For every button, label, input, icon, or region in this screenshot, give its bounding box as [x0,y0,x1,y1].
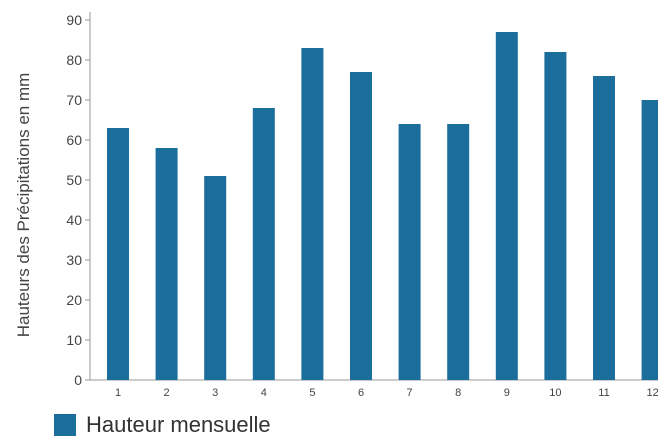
x-tick-label: 2 [164,387,170,399]
x-tick-label: 8 [455,387,461,399]
y-axis-label: Hauteurs des Précipitations en mm [14,73,33,338]
bar-8 [447,124,470,380]
bar-9 [495,32,518,380]
bar-12 [641,100,658,380]
legend-swatch [54,414,76,436]
bar-2 [155,148,178,380]
bar-7 [398,124,421,380]
x-axis: 1 2 3 4 5 6 7 8 9 10 11 12 [90,379,658,399]
x-tick-label: 12 [646,387,658,399]
x-tick-label: 6 [358,387,364,399]
y-tick-label: 50 [66,172,82,188]
bar-4 [252,108,275,380]
y-tick-label: 40 [66,212,82,228]
x-tick-label: 4 [261,387,267,399]
legend: Hauteur mensuelle [54,412,271,438]
y-tick-label: 90 [66,12,82,28]
x-tick-label: 11 [598,387,609,399]
y-tick-label: 80 [66,52,82,68]
y-tick-label: 20 [66,292,82,308]
bar-6 [350,72,372,380]
x-tick-label: 1 [115,387,121,399]
x-tick-label: 5 [309,387,315,399]
bar-3 [204,176,227,380]
y-tick-label: 0 [74,372,82,388]
y-axis: 0 10 20 30 40 50 60 70 80 90 [66,12,91,388]
x-tick-label: 9 [504,387,510,399]
bar-1 [107,128,129,380]
legend-label: Hauteur mensuelle [86,412,271,437]
x-tick-label: 7 [407,387,413,399]
bar-5 [301,48,324,380]
bars [107,32,658,380]
y-tick-label: 60 [66,132,82,148]
y-tick-label: 10 [66,332,82,348]
y-tick-label: 30 [66,252,82,268]
bar-11 [593,76,615,380]
y-tick-label: 70 [66,92,82,108]
x-tick-label: 3 [212,387,218,399]
x-tick-label: 10 [549,387,561,399]
bar-10 [544,52,567,380]
